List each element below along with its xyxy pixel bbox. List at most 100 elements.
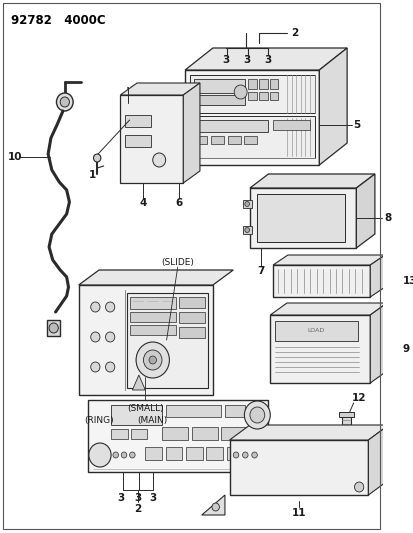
Bar xyxy=(221,427,247,440)
Bar xyxy=(178,312,204,323)
Circle shape xyxy=(244,228,249,232)
Bar xyxy=(270,315,369,383)
Bar xyxy=(227,136,240,144)
Text: 13: 13 xyxy=(402,276,413,286)
Text: 3: 3 xyxy=(222,55,229,65)
Text: 6: 6 xyxy=(175,198,182,208)
Text: 11: 11 xyxy=(291,508,306,518)
Bar xyxy=(178,327,204,338)
Polygon shape xyxy=(229,425,388,440)
Circle shape xyxy=(242,452,247,458)
Bar xyxy=(120,95,183,183)
Circle shape xyxy=(251,452,257,458)
Bar xyxy=(165,405,221,417)
Text: 7: 7 xyxy=(257,266,264,276)
Bar xyxy=(259,92,268,100)
Polygon shape xyxy=(369,303,386,383)
Bar xyxy=(274,321,357,341)
Circle shape xyxy=(152,153,165,167)
Bar xyxy=(189,75,314,113)
Circle shape xyxy=(89,443,111,467)
Text: 3: 3 xyxy=(243,55,250,65)
Bar xyxy=(125,115,150,127)
Polygon shape xyxy=(78,270,233,285)
Bar xyxy=(111,429,128,439)
Text: 3: 3 xyxy=(149,493,156,503)
Bar xyxy=(247,79,257,89)
Bar xyxy=(247,92,257,100)
Bar xyxy=(226,447,243,460)
Bar xyxy=(165,447,182,460)
Bar xyxy=(130,429,147,439)
Bar xyxy=(224,405,245,417)
Text: 9: 9 xyxy=(402,344,409,354)
Circle shape xyxy=(211,503,219,511)
Bar xyxy=(270,79,277,89)
Polygon shape xyxy=(368,425,388,495)
Circle shape xyxy=(129,452,135,458)
Circle shape xyxy=(90,332,100,342)
Bar xyxy=(259,79,268,89)
Text: 10: 10 xyxy=(7,152,22,162)
Bar xyxy=(111,405,161,425)
Bar xyxy=(229,440,368,495)
Text: LOAD: LOAD xyxy=(306,328,323,334)
Circle shape xyxy=(234,85,247,99)
Text: 4: 4 xyxy=(140,198,147,208)
Polygon shape xyxy=(273,255,384,265)
Circle shape xyxy=(113,452,118,458)
Bar xyxy=(189,116,314,158)
Bar xyxy=(129,325,176,335)
Polygon shape xyxy=(369,255,384,297)
Circle shape xyxy=(354,482,363,492)
Polygon shape xyxy=(183,83,199,183)
Bar xyxy=(242,226,251,234)
Polygon shape xyxy=(185,48,346,70)
Bar xyxy=(206,447,223,460)
Text: (SMALL): (SMALL) xyxy=(127,405,163,414)
Polygon shape xyxy=(201,495,224,515)
Bar xyxy=(341,415,350,437)
Polygon shape xyxy=(132,375,145,390)
Bar xyxy=(88,400,268,472)
Text: 2: 2 xyxy=(134,504,141,514)
Circle shape xyxy=(60,97,69,107)
Circle shape xyxy=(121,452,126,458)
Text: 3: 3 xyxy=(134,493,141,503)
Text: 92782   4000C: 92782 4000C xyxy=(11,14,105,27)
Bar xyxy=(242,200,251,208)
Polygon shape xyxy=(356,174,374,248)
Circle shape xyxy=(143,350,161,370)
Bar xyxy=(249,188,356,248)
Text: 1: 1 xyxy=(89,170,96,180)
Text: 3: 3 xyxy=(263,55,271,65)
Circle shape xyxy=(149,356,156,364)
Bar xyxy=(273,120,309,130)
Text: 5: 5 xyxy=(353,120,360,130)
Bar xyxy=(194,136,207,144)
Bar xyxy=(161,427,188,440)
Bar xyxy=(129,297,176,309)
Polygon shape xyxy=(318,48,346,165)
Circle shape xyxy=(105,302,114,312)
Bar xyxy=(185,70,318,165)
Text: 8: 8 xyxy=(383,213,391,223)
Bar xyxy=(129,312,176,322)
Bar xyxy=(126,293,208,388)
Circle shape xyxy=(56,93,73,111)
Circle shape xyxy=(244,401,270,429)
Bar xyxy=(273,265,369,297)
Bar xyxy=(47,320,60,336)
Polygon shape xyxy=(120,83,199,95)
Bar xyxy=(194,120,268,132)
Circle shape xyxy=(105,362,114,372)
Text: (MAIN): (MAIN) xyxy=(137,416,167,424)
Circle shape xyxy=(105,332,114,342)
Circle shape xyxy=(90,362,100,372)
Bar xyxy=(178,297,204,308)
Bar xyxy=(191,427,217,440)
Circle shape xyxy=(90,302,100,312)
Text: 2: 2 xyxy=(290,28,297,38)
Bar xyxy=(194,79,245,93)
Bar xyxy=(78,285,212,395)
